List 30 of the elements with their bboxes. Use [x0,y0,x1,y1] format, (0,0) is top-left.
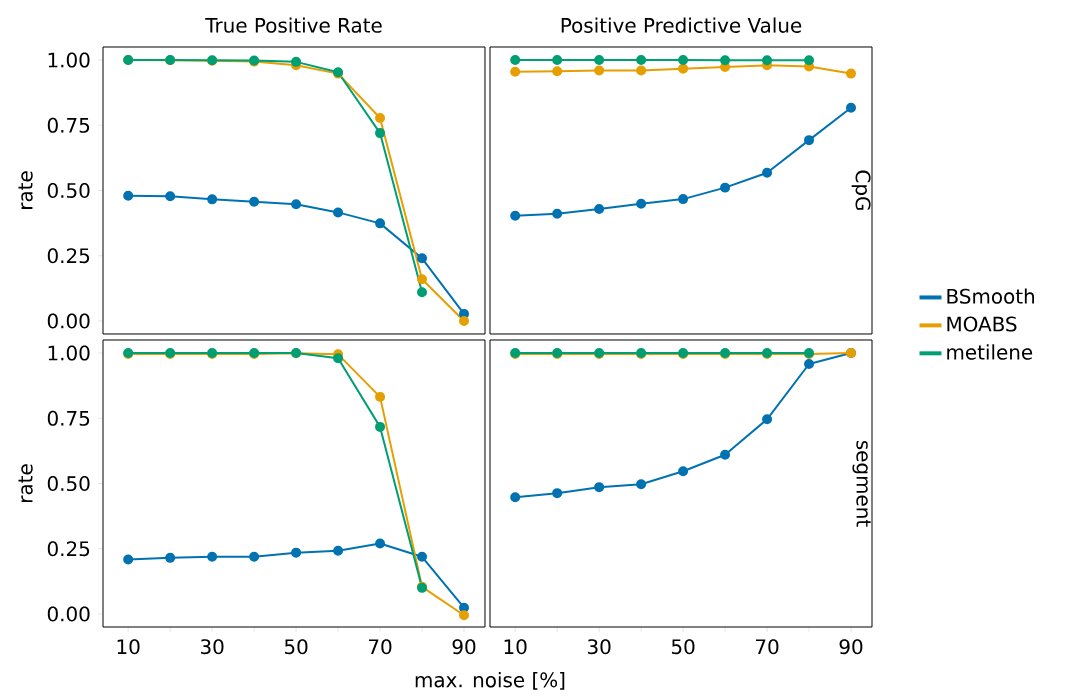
y-tick-label: 0.25 [47,541,90,557]
x-tick-label: 50 [671,639,695,655]
legend-label: metilene [947,344,1033,360]
y-tick-label: 0.00 [47,606,90,622]
y-tick-label: 1.00 [48,52,90,68]
legend-label: BSmooth [947,288,1035,304]
y-tick-label: 0.25 [47,248,90,264]
y-tick-label: 0.50 [47,475,90,492]
y-tick-label: 1.00 [48,345,90,361]
x-tick-label: 10 [117,639,140,655]
chart-title: Positive Predictive Value [561,17,802,33]
y-tick-label: 0.50 [47,182,90,199]
x-axis-title: max. noise [%] [415,671,565,690]
x-tick-label: 70 [756,639,779,655]
y2-axis-title: segment [852,440,871,527]
y-tick-label: 0.00 [47,313,90,329]
x-tick-label: 90 [452,639,476,655]
x-tick-label: 30 [200,639,224,655]
x-tick-label: 30 [587,639,611,655]
y-axis-title: rate [18,464,33,502]
y-axis-title: rate [18,171,33,209]
x-tick-label: 50 [284,639,308,655]
x-tick-label: 70 [369,639,392,655]
x-tick-label: 90 [839,639,863,655]
y2-axis-title: CpG [851,170,871,210]
y-tick-label: 0.75 [47,410,90,426]
y-tick-label: 0.75 [47,117,90,133]
x-tick-label: 10 [504,639,527,655]
chart-title: True Positive Rate [205,17,382,33]
legend-label: MOABS [947,316,1017,332]
